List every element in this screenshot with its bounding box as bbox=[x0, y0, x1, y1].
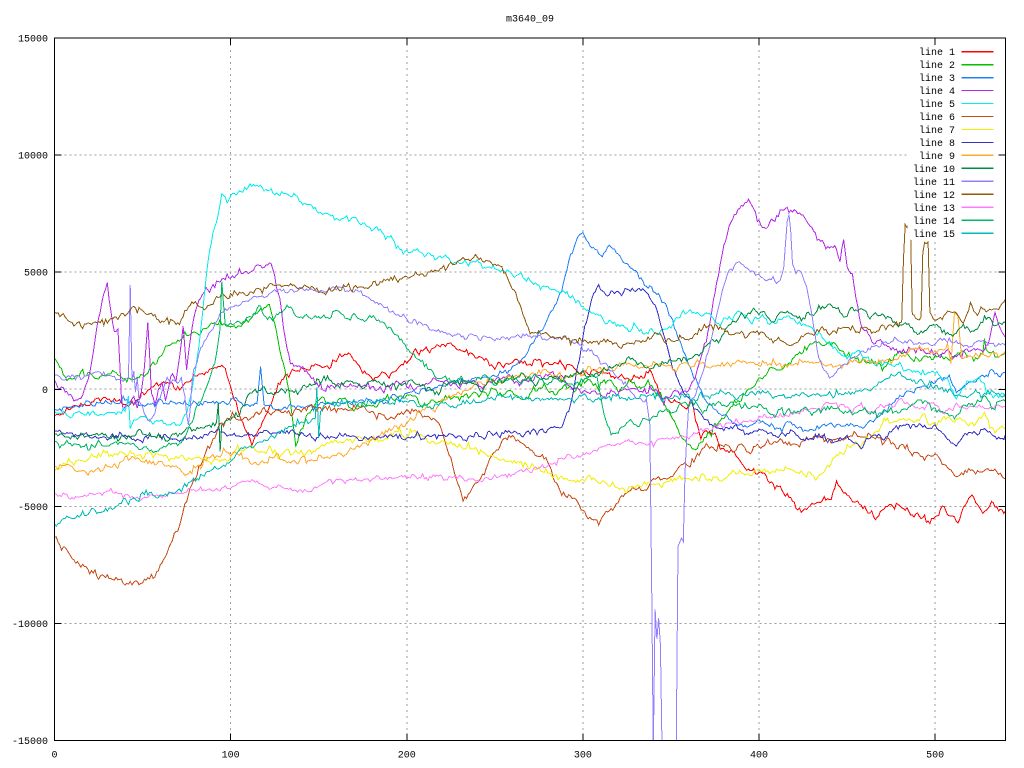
svg-text:line 2: line 2 bbox=[919, 60, 955, 72]
svg-text:line 14: line 14 bbox=[913, 216, 955, 228]
svg-text:400: 400 bbox=[750, 751, 768, 762]
svg-text:15000: 15000 bbox=[18, 35, 48, 46]
svg-text:200: 200 bbox=[398, 751, 416, 762]
svg-text:line 4: line 4 bbox=[919, 86, 955, 98]
svg-text:10000: 10000 bbox=[18, 152, 48, 163]
svg-text:5000: 5000 bbox=[24, 269, 48, 280]
svg-text:100: 100 bbox=[222, 751, 240, 762]
svg-text:line 6: line 6 bbox=[919, 112, 955, 124]
svg-text:line 8: line 8 bbox=[919, 138, 955, 150]
svg-text:0: 0 bbox=[42, 386, 48, 397]
svg-text:line 13: line 13 bbox=[913, 203, 955, 215]
svg-text:0: 0 bbox=[51, 751, 57, 762]
svg-text:500: 500 bbox=[926, 751, 944, 762]
svg-text:line 10: line 10 bbox=[913, 164, 955, 176]
svg-text:-10000: -10000 bbox=[12, 620, 48, 631]
svg-text:300: 300 bbox=[574, 751, 592, 762]
svg-text:line 1: line 1 bbox=[919, 47, 955, 59]
svg-text:line 15: line 15 bbox=[913, 229, 955, 241]
svg-text:line 5: line 5 bbox=[919, 99, 955, 111]
svg-text:m3640_09: m3640_09 bbox=[506, 15, 554, 26]
svg-text:line 11: line 11 bbox=[913, 177, 955, 189]
svg-text:line 7: line 7 bbox=[919, 125, 955, 137]
svg-text:-15000: -15000 bbox=[12, 737, 48, 748]
svg-text:line 12: line 12 bbox=[913, 190, 955, 202]
svg-text:line 9: line 9 bbox=[919, 151, 955, 163]
svg-text:line 3: line 3 bbox=[919, 73, 955, 85]
svg-text:-5000: -5000 bbox=[18, 503, 48, 514]
